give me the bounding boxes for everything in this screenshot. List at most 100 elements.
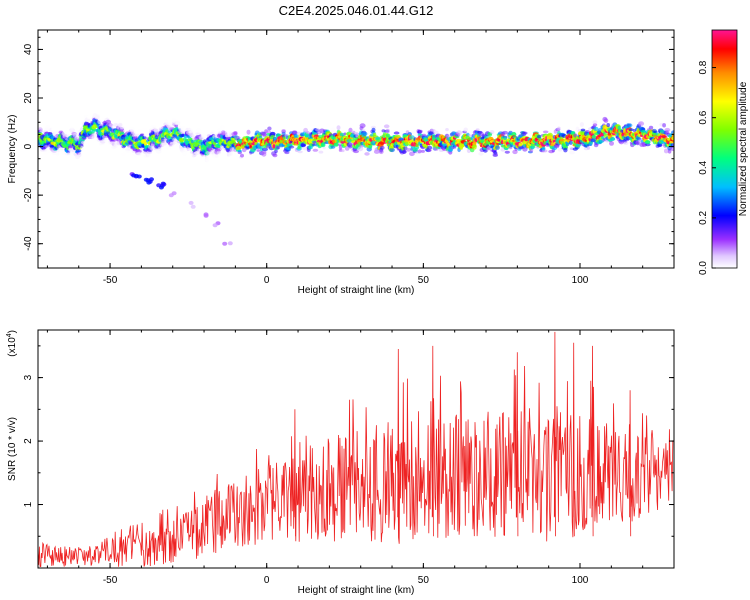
heatmap-cell [312,148,319,152]
heatmap-cell [362,128,366,132]
heatmap-cell [420,149,425,153]
heatmap-cell [493,151,498,155]
heatmap-cell [171,191,177,196]
heatmap-cell [240,153,244,158]
heatmap-cell [45,125,51,129]
heatmap-cell [426,145,433,150]
colorbar-tick-label: 0.0 [698,261,709,275]
heatmap-cell [212,130,217,135]
heatmap-cell [157,146,162,151]
spectrogram-ylabel: Frequency (Hz) [7,115,18,184]
colorbar: 0.0 0.2 0.4 0.6 0.8 Normalized spectral ampl… [698,29,749,275]
heatmap-cell [146,153,151,158]
heatmap-cell [233,131,238,136]
heatmap-cell [433,130,439,135]
heatmap-cell [389,147,395,153]
heatmap-cell [475,128,480,132]
heatmap-cell [178,138,185,143]
heatmap-cell [662,123,666,128]
snr-multiplier-exponent: 4 [6,333,13,337]
heatmap-cell [627,123,633,128]
heatmap-cell [267,126,272,131]
heatmap-cell [445,128,449,132]
heatmap-cell [67,152,71,156]
snr-panel: -50 0 50 100 1 2 3 Height of straight line (km… [6,329,675,596]
heatmap-cell [87,143,92,146]
heatmap-cell [341,149,345,153]
y-tick-label: 40 [23,43,34,55]
heatmap-cell [43,151,49,156]
heatmap-cell [88,114,93,119]
heatmap-cell [72,133,79,138]
spectrogram-panel: -50 0 50 100 40 20 0 -20 -40 Height of straight … [7,29,675,296]
heatmap-cell [406,148,411,152]
heatmap-cell [579,122,585,127]
heatmap-cell [394,131,399,135]
heatmap-cell [149,177,154,182]
x-tick-label: 50 [418,575,430,586]
x-tick-label: 100 [572,575,589,586]
colorbar-tick-label: 0.2 [698,211,709,225]
heatmap-cell [246,129,251,135]
y-tick-label: 2 [23,438,34,444]
heatmap-cell [609,141,614,146]
heatmap-cell [322,146,326,150]
heatmap-cell [77,152,82,158]
heatmap-cell [603,118,609,123]
heatmap-cell [274,149,278,154]
y-tick-label: 20 [23,92,34,104]
heatmap-cell [93,105,99,109]
heatmap-cell [504,150,510,154]
y-tick-label: 1 [23,501,34,507]
heatmap-cell [320,142,326,148]
heatmap-cell [47,132,53,135]
heatmap-cell [157,157,162,163]
heatmap-cell [557,126,561,130]
heatmap-cell [623,141,629,145]
heatmap-cell [190,204,196,209]
heatmap-cell [75,148,82,153]
heatmap-cell [542,130,549,134]
heatmap-cell [103,112,107,118]
heatmap-cell [120,126,125,130]
heatmap-cell [284,151,290,155]
heatmap-cell [188,200,194,205]
heatmap-cell [403,146,408,150]
heatmap-cell [214,154,219,158]
heatmap-cell [385,128,390,134]
heatmap-cell [41,149,48,152]
y-tick-label: -20 [23,187,34,202]
heatmap-cell [380,145,385,150]
heatmap-cell [228,154,234,159]
heatmap-cell [357,146,364,152]
heatmap-cell [417,149,422,154]
y-tick-label: -40 [23,236,34,251]
colorbar-tick-label: 0.8 [698,60,709,74]
heatmap-cell [503,136,508,140]
heatmap-cell [161,143,167,147]
heatmap-cell [344,146,350,151]
heatmap-cell [38,152,43,157]
heatmap-cell [95,115,99,119]
heatmap-cell [409,151,415,157]
heatmap-cell [212,223,218,228]
x-tick-label: -50 [103,575,118,586]
heatmap-cell [137,152,141,155]
colorbar-gradient [711,29,738,269]
heatmap-cell [362,131,368,136]
heatmap-cell [190,139,195,144]
heatmap-cell [427,148,432,152]
heatmap-cell [168,148,172,153]
heatmap-cell [472,142,477,146]
colorbar-label: Normalized spectral amplitude [738,81,749,216]
heatmap-cell [661,135,667,139]
heatmap-cell [334,143,339,147]
heatmap-cell [143,141,148,146]
heatmap-cell [270,131,276,136]
heatmap-cell [56,152,60,157]
snr-xlabel: Height of straight line (km) [298,585,415,596]
heatmap-cell [100,145,105,150]
heatmap-cell [145,131,149,137]
heatmap-cell [569,140,573,145]
